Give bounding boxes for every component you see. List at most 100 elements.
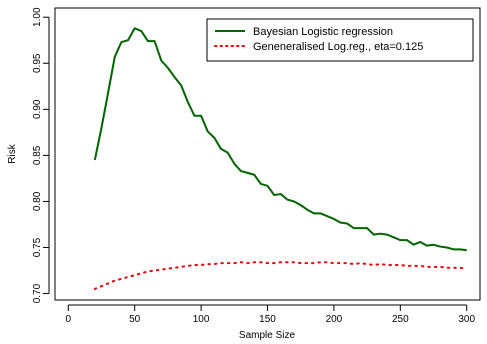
generalised-point [327, 262, 328, 263]
bayesian-point [353, 228, 354, 229]
x-axis: 0 50 100 150 200 250 300 [66, 304, 475, 325]
bayesian-point [234, 163, 235, 164]
generalised-point [167, 268, 168, 269]
generalised-point [333, 263, 334, 264]
generalised-point [260, 262, 261, 263]
bayesian-point [293, 201, 294, 202]
bayesian-point [254, 174, 255, 175]
bayesian-point [108, 92, 109, 93]
generalised-point [220, 263, 221, 264]
x-axis-title: Sample Size [239, 330, 296, 341]
generalised-point [420, 265, 421, 266]
bayesian-point [440, 246, 441, 247]
generalised-point [247, 263, 248, 264]
x-tick-label: 200 [326, 314, 343, 325]
generalised-point [94, 288, 95, 289]
generalised-point [214, 263, 215, 264]
bayesian-point [101, 127, 102, 128]
generalised-point [108, 283, 109, 284]
generalised-point [207, 263, 208, 264]
bayesian-point [313, 213, 314, 214]
bayesian-point [240, 170, 241, 171]
generalised-point [121, 278, 122, 279]
generalised-point [446, 267, 447, 268]
y-tick-label: 0.95 [32, 53, 43, 73]
generalised-point [267, 263, 268, 264]
generalised-point [287, 262, 288, 263]
generalised-point [280, 262, 281, 263]
x-tick-label: 250 [392, 314, 409, 325]
generalised-point [360, 263, 361, 264]
bayesian-point [181, 85, 182, 86]
legend-box [206, 18, 474, 62]
generalised-point [367, 263, 368, 264]
bayesian-point [94, 159, 95, 160]
generalised-point [440, 266, 441, 267]
legend-label-bayesian: Bayesian Logistic regression [253, 26, 393, 38]
y-axis: 0.70 0.75 0.80 0.85 0.90 0.95 1.00 [32, 7, 50, 303]
bayesian-point [220, 148, 221, 149]
bayesian-point [433, 244, 434, 245]
generalised-point [101, 286, 102, 287]
legend: Bayesian Logistic regression Geneneralis… [206, 18, 474, 62]
bayesian-point [207, 131, 208, 132]
generalised-point [393, 264, 394, 265]
bayesian-point [141, 30, 142, 31]
x-tick-label: 100 [193, 314, 210, 325]
bayesian-point [373, 234, 374, 235]
bayesian-point [386, 234, 387, 235]
generalised-point [293, 262, 294, 263]
bayesian-point [260, 183, 261, 184]
bayesian-point [420, 241, 421, 242]
generalised-point [227, 263, 228, 264]
y-tick-label: 0.75 [32, 237, 43, 257]
bayesian-point [121, 41, 122, 42]
generalised-point [347, 263, 348, 264]
generalised-point [413, 265, 414, 266]
plot-frame [54, 7, 481, 301]
bayesian-point [114, 56, 115, 57]
generalised-point [307, 263, 308, 264]
bayesian-point [280, 193, 281, 194]
generalised-point [274, 263, 275, 264]
bayesian-point [200, 115, 201, 116]
generalised-point [154, 270, 155, 271]
bayesian-point [247, 172, 248, 173]
bayesian-point [459, 249, 460, 250]
y-tick-label: 0.80 [32, 191, 43, 211]
generalised-point [320, 262, 321, 263]
generalised-point [181, 266, 182, 267]
generalised-point [254, 262, 255, 263]
generalised-point [353, 263, 354, 264]
generalised-point [174, 267, 175, 268]
generalised-point [433, 266, 434, 267]
generalised-point [194, 264, 195, 265]
generalised-point [459, 267, 460, 268]
bayesian-point [413, 244, 414, 245]
y-tick-label: 0.70 [32, 283, 43, 303]
bayesian-point [227, 152, 228, 153]
bayesian-point [161, 60, 162, 61]
generalised-point [406, 265, 407, 266]
x-tick-label: 150 [259, 314, 276, 325]
generalised-point [373, 264, 374, 265]
generalised-point [313, 263, 314, 264]
bayesian-point [453, 249, 454, 250]
bayesian-point [287, 199, 288, 200]
generalised-point [200, 264, 201, 265]
bayesian-point [393, 237, 394, 238]
bayesian-point [333, 218, 334, 219]
bayesian-point [187, 101, 188, 102]
series-layer [93, 27, 468, 290]
generalised-point [147, 271, 148, 272]
generalised-point [380, 263, 381, 264]
bayesian-point [406, 240, 407, 241]
bayesian-point [154, 41, 155, 42]
generalised-point [466, 268, 467, 269]
bayesian-point [340, 222, 341, 223]
generalised-point [300, 263, 301, 264]
bayesian-point [174, 76, 175, 77]
generalised-point [340, 263, 341, 264]
generalised-point [161, 269, 162, 270]
